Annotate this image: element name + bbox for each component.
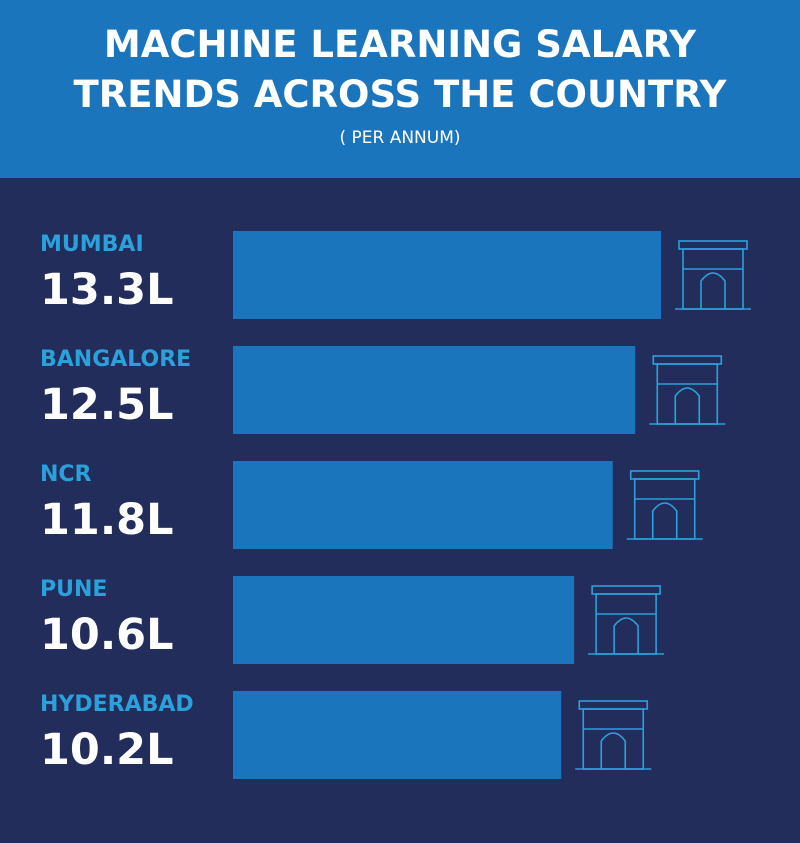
bar [233,691,562,779]
icon-part [700,272,726,309]
icon-part [652,355,723,365]
icon-part [613,617,639,654]
header-band [0,0,800,178]
bar [233,576,575,664]
chart-subtitle: ( PER ANNUM) [339,128,460,148]
value-label: 10.6L [40,610,174,660]
value-label: 13.3L [40,265,174,315]
icon-part [674,387,701,424]
icon-part [591,585,661,595]
value-label: 11.8L [40,495,174,545]
bar [233,346,636,434]
monument-icon [588,585,665,655]
monument-icon [649,355,726,425]
monument-icon [675,240,751,310]
value-label: 10.2L [40,725,174,775]
category-label: HYDERABAD [40,692,194,717]
bar [233,231,661,319]
icon-part [629,470,700,480]
category-label: MUMBAI [40,232,144,257]
monument-icon [626,470,703,540]
chart-title: MACHINE LEARNING SALARY [104,23,697,66]
category-label: BANGALORE [40,347,191,372]
icon-part [678,240,748,250]
icon-part [578,700,649,710]
category-label: PUNE [40,577,107,602]
monument-icon [575,700,652,770]
category-label: NCR [40,462,92,487]
value-label: 12.5L [40,380,174,430]
bar [233,461,613,549]
icon-part [600,732,627,769]
icon-part [651,502,678,539]
chart-title: TRENDS ACROSS THE COUNTRY [74,73,728,116]
